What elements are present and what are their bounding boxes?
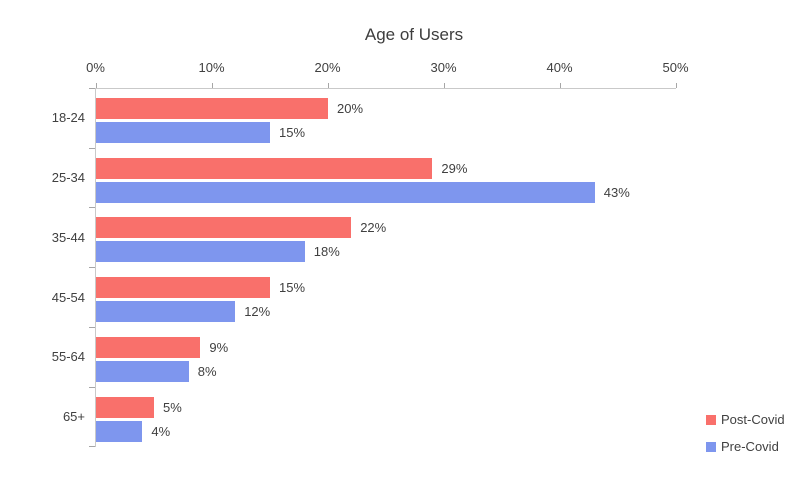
value-axis-tick — [211, 83, 213, 88]
data-label: 5% — [163, 399, 182, 415]
category-label: 18-24 — [51, 110, 85, 126]
category-axis-tick — [89, 326, 95, 328]
legend-label: Post-Covid — [721, 412, 785, 427]
category-label: 45-54 — [51, 289, 85, 305]
pre-covid-bar — [96, 301, 236, 323]
value-axis-tick — [559, 83, 561, 88]
value-axis-tick-label: 20% — [314, 60, 341, 75]
post-covid-bar — [96, 396, 154, 418]
legend-item-pre-covid: Pre-Covid — [706, 439, 779, 454]
data-label: 20% — [337, 101, 364, 116]
category-label: 65+ — [62, 408, 85, 424]
post-covid-bar — [96, 98, 328, 119]
category-axis-tick — [89, 267, 95, 269]
value-axis-tick-label: 10% — [198, 60, 225, 75]
legend-swatch — [706, 441, 716, 452]
chart-title: Age of Users — [364, 25, 464, 44]
pre-covid-bar — [96, 420, 143, 442]
category-label: 55-64 — [51, 349, 85, 365]
category-label: 25-34 — [51, 170, 85, 186]
value-axis-tick-label: 30% — [430, 60, 457, 75]
pre-covid-bar — [96, 122, 270, 143]
value-axis-tick — [675, 83, 677, 88]
data-label: 4% — [151, 423, 171, 439]
category-axis-tick — [89, 446, 95, 448]
data-label: 12% — [244, 304, 271, 320]
data-label: 15% — [279, 125, 306, 140]
data-label: 43% — [603, 184, 630, 200]
value-axis-tick-label: 50% — [662, 60, 689, 75]
legend-swatch — [706, 414, 716, 425]
category-axis-tick — [89, 88, 95, 89]
data-label: 22% — [360, 220, 387, 236]
data-label: 8% — [197, 363, 217, 379]
category-axis-tick — [89, 386, 95, 388]
data-label: 18% — [313, 244, 340, 260]
value-axis-tick — [95, 83, 97, 88]
data-label: 15% — [279, 280, 306, 296]
value-axis-tick — [327, 83, 329, 88]
value-axis-line — [95, 88, 676, 89]
legend-label: Pre-Covid — [721, 439, 779, 454]
pre-covid-bar — [96, 360, 189, 382]
category-label: 35-44 — [51, 229, 85, 245]
category-axis-line — [95, 88, 96, 447]
category-axis-tick — [89, 207, 95, 209]
data-label: 29% — [441, 160, 468, 176]
post-covid-bar — [96, 157, 433, 179]
post-covid-bar — [96, 217, 352, 239]
pre-covid-bar — [96, 241, 305, 263]
post-covid-bar — [96, 336, 201, 358]
pre-covid-bar — [96, 181, 595, 203]
value-axis-tick-label: 0% — [86, 60, 105, 75]
post-covid-bar — [96, 277, 270, 299]
category-axis-tick — [89, 147, 95, 149]
data-label: 9% — [209, 339, 229, 355]
value-axis-tick-label: 40% — [546, 60, 573, 75]
value-axis-tick — [443, 83, 445, 88]
legend-item-post-covid: Post-Covid — [706, 412, 785, 427]
